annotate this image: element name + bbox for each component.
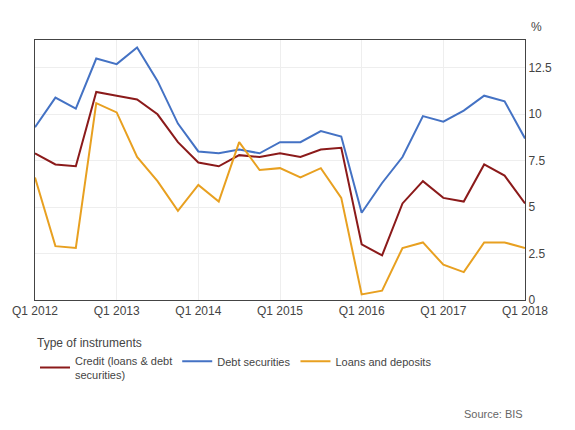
svg-text:Loans and deposits: Loans and deposits: [335, 356, 431, 368]
svg-text:Q1 2014: Q1 2014: [175, 304, 221, 318]
svg-text:Q1 2016: Q1 2016: [339, 304, 385, 318]
svg-text:Q1 2012: Q1 2012: [12, 304, 58, 318]
svg-text:%: %: [531, 20, 542, 34]
svg-text:0: 0: [528, 293, 535, 307]
svg-text:2.5: 2.5: [528, 247, 545, 261]
svg-text:Q1 2013: Q1 2013: [94, 304, 140, 318]
svg-text:Q1 2018: Q1 2018: [502, 304, 548, 318]
svg-text:10: 10: [528, 107, 542, 121]
svg-text:Q1 2017: Q1 2017: [420, 304, 466, 318]
svg-text:5: 5: [528, 200, 535, 214]
svg-text:7.5: 7.5: [528, 154, 545, 168]
svg-text:Source: BIS: Source: BIS: [464, 408, 523, 420]
svg-text:12.5: 12.5: [528, 61, 552, 75]
svg-text:Type of instruments: Type of instruments: [37, 336, 142, 350]
svg-text:Credit (loans & debtsecurities: Credit (loans & debtsecurities): [75, 355, 172, 381]
svg-text:Debt securities: Debt securities: [217, 356, 290, 368]
svg-text:Q1 2015: Q1 2015: [257, 304, 303, 318]
